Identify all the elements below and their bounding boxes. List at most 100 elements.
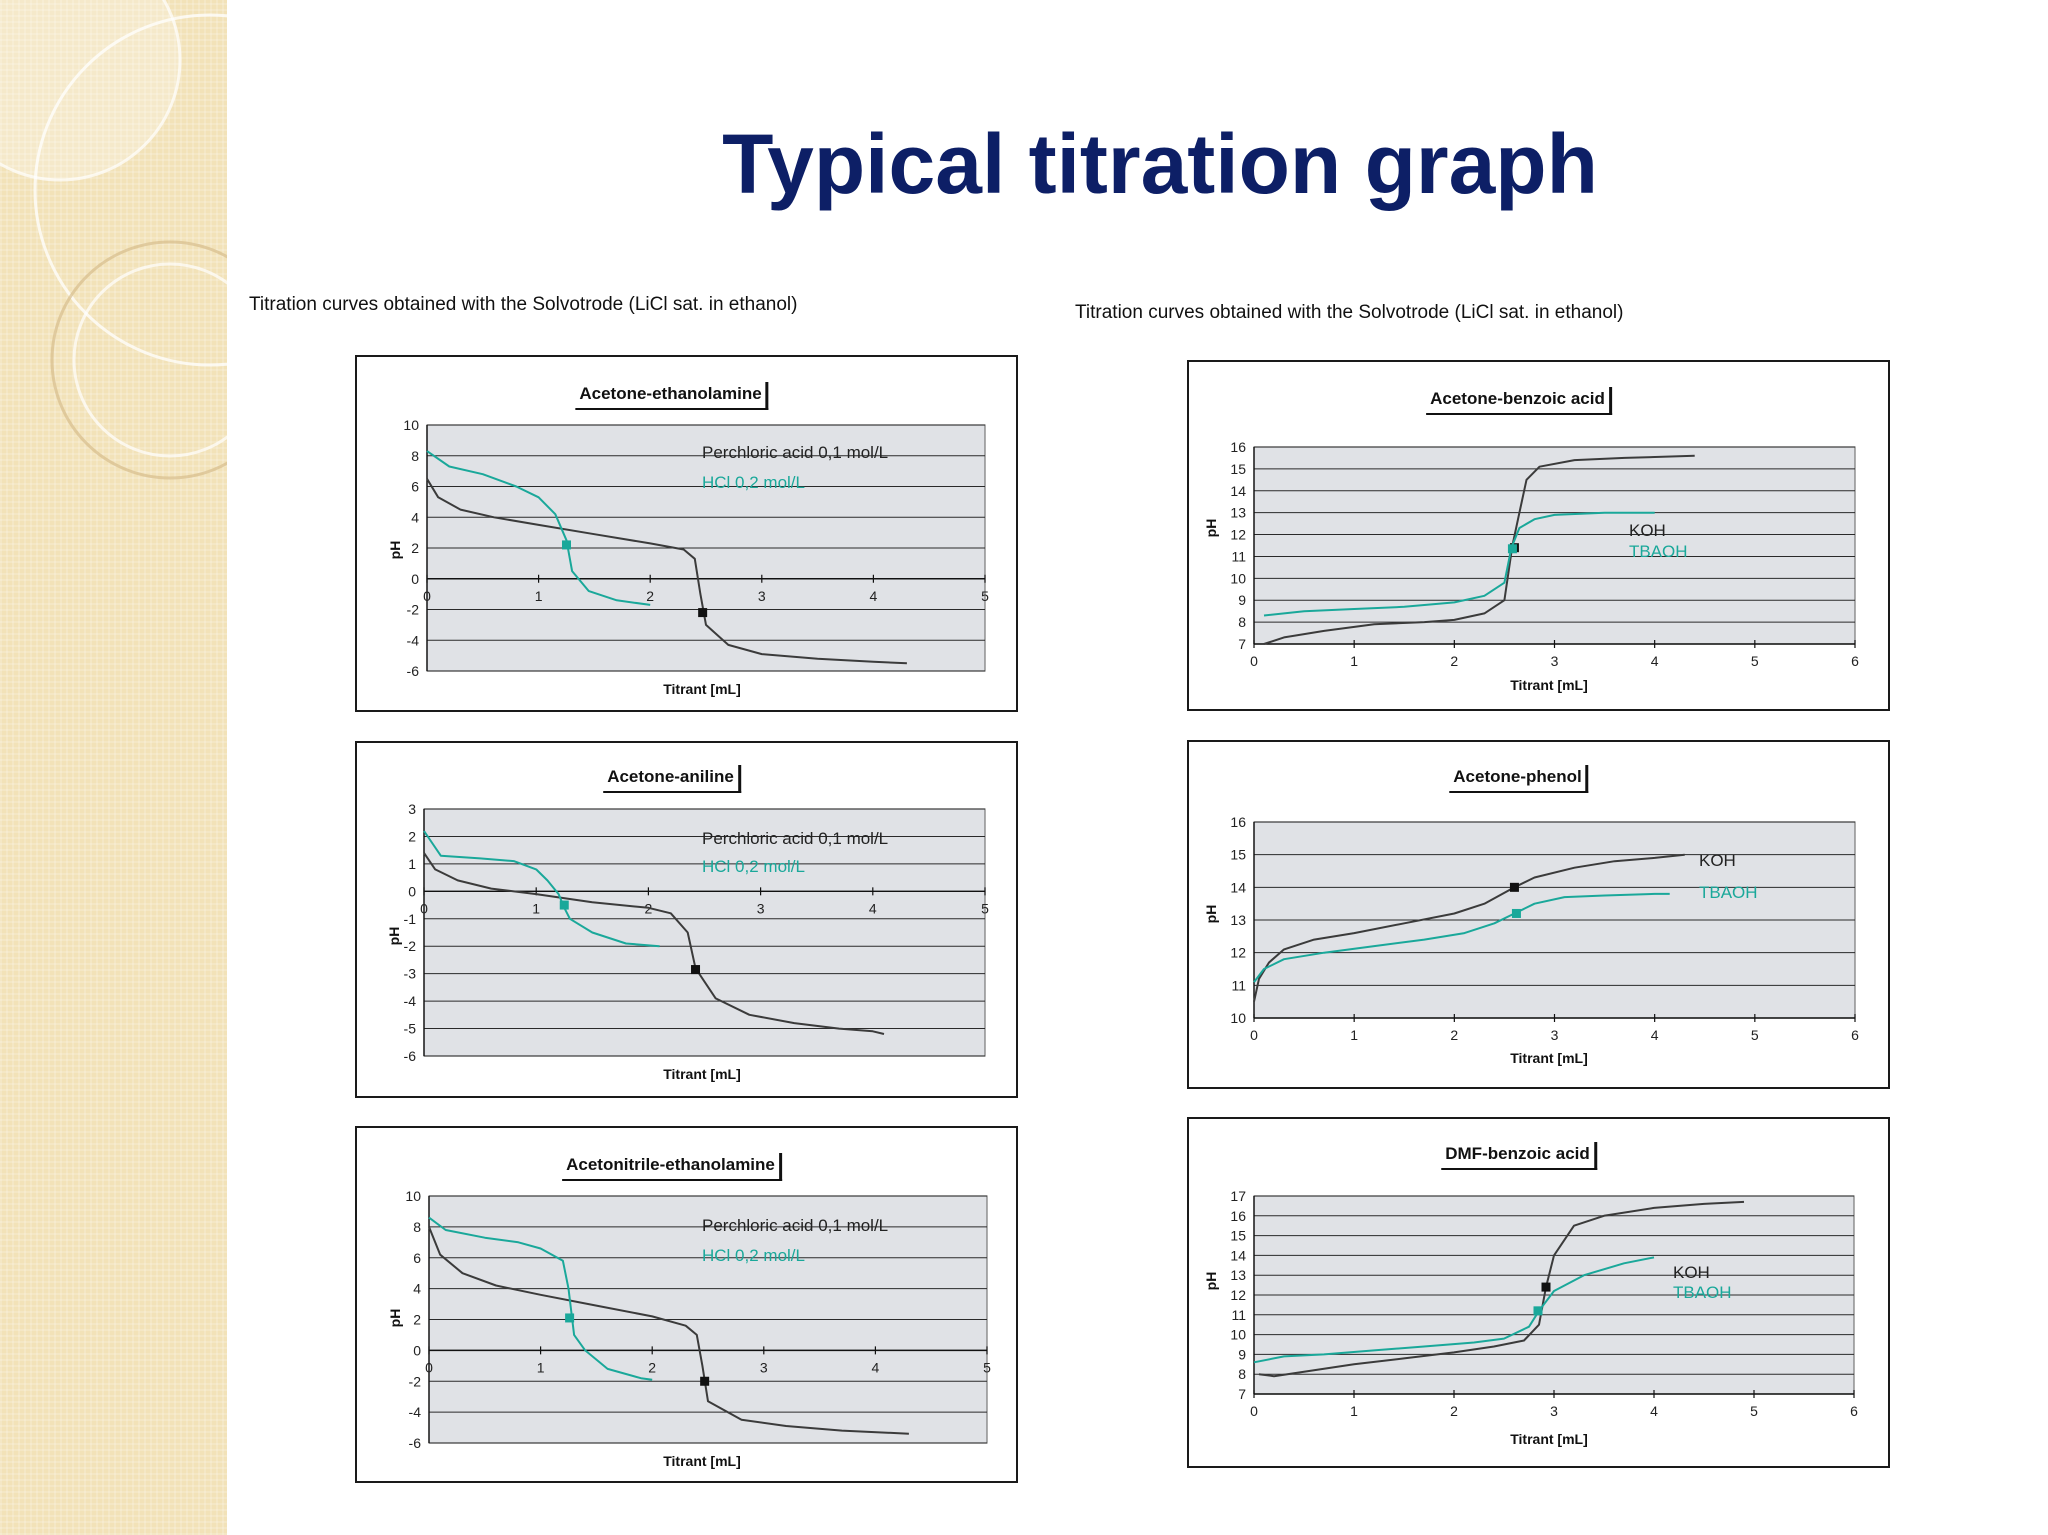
x-tick-label: 0 bbox=[1250, 1403, 1258, 1419]
x-tick-label: 3 bbox=[1551, 1027, 1559, 1043]
decorative-rings bbox=[0, 0, 227, 480]
series-line bbox=[1253, 892, 1670, 983]
x-tick-label: 5 bbox=[1751, 1027, 1759, 1043]
y-tick-label: -4 bbox=[409, 1404, 422, 1420]
legend-entry: TBAOH bbox=[1699, 883, 1758, 902]
chart-title: Acetone-ethanolamine bbox=[575, 382, 769, 410]
y-tick-label: 14 bbox=[1230, 483, 1246, 499]
series-line bbox=[428, 1216, 653, 1381]
endpoint-marker bbox=[559, 900, 569, 910]
x-tick-label: 4 bbox=[1650, 1403, 1658, 1419]
x-tick-label: 1 bbox=[1350, 1403, 1358, 1419]
endpoint-marker bbox=[1533, 1306, 1543, 1316]
y-tick-label: 11 bbox=[1231, 1307, 1246, 1323]
y-tick-label: -2 bbox=[404, 938, 417, 954]
y-tick-label: 10 bbox=[1230, 1327, 1246, 1343]
chart-title: Acetone-aniline bbox=[603, 765, 741, 793]
x-tick-label: 3 bbox=[1551, 653, 1559, 669]
y-tick-label: 8 bbox=[1238, 614, 1246, 630]
y-tick-label: 13 bbox=[1230, 912, 1246, 928]
x-tick-label: 5 bbox=[1751, 653, 1759, 669]
y-tick-label: 16 bbox=[1230, 439, 1246, 455]
x-tick-label: 0 bbox=[420, 900, 428, 916]
x-tick-label: 0 bbox=[1250, 1027, 1258, 1043]
x-axis-label: Titrant [mL] bbox=[663, 1453, 741, 1469]
x-tick-label: 2 bbox=[1450, 653, 1458, 669]
y-tick-label: -2 bbox=[409, 1373, 422, 1389]
legend-entry: TBAOH bbox=[1673, 1283, 1732, 1302]
y-tick-label: 13 bbox=[1230, 505, 1246, 521]
endpoint-marker bbox=[700, 1376, 710, 1386]
x-tick-label: 5 bbox=[983, 1359, 991, 1375]
chart-panel: 7 8 9 10 11 12 13 14 15 16 17 0 1 2 3 4 5 6 DMF-benzoic ac… bbox=[1187, 1117, 1890, 1468]
x-tick-label: 6 bbox=[1851, 1027, 1859, 1043]
chart-title: Acetonitrile-ethanolamine bbox=[562, 1153, 782, 1181]
legend-entry: Perchloric acid 0,1 mol/L bbox=[702, 443, 889, 462]
y-axis-label: pH bbox=[387, 1308, 403, 1328]
y-tick-label: -4 bbox=[407, 632, 420, 648]
endpoint-marker bbox=[691, 965, 701, 975]
x-axis-label: Titrant [mL] bbox=[1510, 1431, 1588, 1447]
x-axis-label: Titrant [mL] bbox=[663, 681, 741, 697]
x-axis-label: Titrant [mL] bbox=[663, 1066, 741, 1082]
y-tick-label: 4 bbox=[413, 1281, 421, 1297]
endpoint-marker bbox=[698, 608, 708, 618]
x-tick-label: 1 bbox=[537, 1359, 545, 1375]
y-tick-label: 15 bbox=[1230, 847, 1246, 863]
endpoint-marker bbox=[565, 1313, 575, 1323]
y-tick-label: 6 bbox=[413, 1250, 421, 1266]
x-tick-label: 0 bbox=[1250, 653, 1258, 669]
x-tick-label: 5 bbox=[981, 900, 989, 916]
chart-title: Acetone-benzoic acid bbox=[1426, 387, 1612, 415]
y-axis-label: pH bbox=[1203, 904, 1219, 924]
y-tick-label: 3 bbox=[408, 801, 416, 817]
y-tick-label: 11 bbox=[1231, 548, 1246, 564]
plot-area bbox=[423, 808, 986, 1057]
x-tick-label: 1 bbox=[535, 588, 543, 604]
y-tick-label: 9 bbox=[1238, 592, 1246, 608]
y-tick-label: 7 bbox=[1238, 636, 1246, 652]
series-line bbox=[1263, 511, 1655, 617]
y-tick-label: 8 bbox=[1238, 1366, 1246, 1382]
x-tick-label: 4 bbox=[870, 588, 878, 604]
y-tick-label: 14 bbox=[1230, 1247, 1246, 1263]
x-tick-label: 3 bbox=[1550, 1403, 1558, 1419]
legend-entry: KOH bbox=[1699, 851, 1736, 870]
y-tick-label: 12 bbox=[1230, 527, 1246, 543]
y-tick-label: 10 bbox=[1230, 1010, 1246, 1026]
y-tick-label: 8 bbox=[411, 448, 419, 464]
legend-entry: KOH bbox=[1673, 1263, 1710, 1282]
y-tick-label: 1 bbox=[408, 856, 416, 872]
x-tick-label: 6 bbox=[1851, 653, 1859, 669]
y-tick-label: -2 bbox=[407, 602, 420, 618]
y-tick-label: 2 bbox=[408, 828, 416, 844]
chart-panel: -6 -5 -4 -3 -2 -1 0 1 2 3 0 1 2 3 4 5 Acetone-aniline Per… bbox=[355, 741, 1018, 1098]
chart-title: DMF-benzoic acid bbox=[1441, 1142, 1597, 1170]
chart-panel: 7 8 9 10 11 12 13 14 15 16 0 1 2 3 4 5 6 Acetone-benzoic … bbox=[1187, 360, 1890, 711]
caption-left: Titration curves obtained with the Solvo… bbox=[249, 294, 798, 315]
x-axis-label: Titrant [mL] bbox=[1510, 1050, 1588, 1066]
y-tick-label: 7 bbox=[1238, 1386, 1246, 1402]
decorative-sidebar bbox=[0, 0, 227, 1535]
series-line bbox=[1253, 853, 1685, 1002]
y-tick-label: 11 bbox=[1231, 977, 1246, 993]
y-tick-label: 16 bbox=[1230, 814, 1246, 830]
x-tick-label: 2 bbox=[1450, 1403, 1458, 1419]
series-line bbox=[1263, 454, 1695, 645]
x-tick-label: 3 bbox=[757, 900, 765, 916]
y-tick-label: 14 bbox=[1230, 879, 1246, 895]
series-line bbox=[426, 450, 651, 606]
y-tick-label: 0 bbox=[408, 883, 416, 899]
endpoint-marker bbox=[1541, 1282, 1551, 1292]
y-tick-label: 0 bbox=[413, 1342, 421, 1358]
legend-entry: TBAOH bbox=[1629, 542, 1688, 561]
chart-panel: 10 11 12 13 14 15 16 0 1 2 3 4 5 6 Acetone-phenol KOH TB… bbox=[1187, 740, 1890, 1089]
y-tick-label: -5 bbox=[404, 1021, 417, 1037]
legend-entry: Perchloric acid 0,1 mol/L bbox=[702, 829, 889, 848]
y-tick-label: 9 bbox=[1238, 1346, 1246, 1362]
